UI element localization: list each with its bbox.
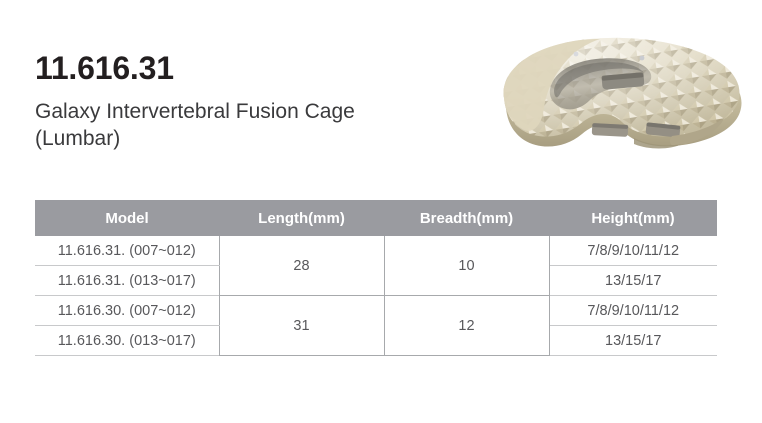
- cell-height: 13/15/17: [549, 265, 717, 296]
- cell-model: 11.616.31. (013~017): [35, 265, 220, 296]
- table-row: 11.616.30. (007~012) 31 12 7/8/9/10/11/1…: [35, 295, 717, 356]
- specification-table: Model Length(mm) Breadth(mm) Height(mm) …: [35, 200, 717, 356]
- table-row: 11.616.30. (013~017) 13/15/17: [35, 325, 717, 356]
- cell-model: 11.616.30. (007~012): [35, 295, 220, 326]
- product-image: [484, 12, 762, 198]
- cell-height: 13/15/17: [549, 325, 717, 356]
- product-title-block: 11.616.31 Galaxy Intervertebral Fusion C…: [35, 50, 475, 153]
- column-header-length: Length(mm): [219, 200, 384, 236]
- cell-model: 11.616.31. (007~012): [35, 236, 220, 266]
- cell-height: 7/8/9/10/11/12: [549, 236, 717, 266]
- table-header-row: Model Length(mm) Breadth(mm) Height(mm): [35, 200, 717, 236]
- cell-height: 7/8/9/10/11/12: [549, 295, 717, 326]
- column-header-model: Model: [35, 200, 219, 236]
- table-row: 11.616.31. (013~017) 13/15/17: [35, 265, 717, 296]
- product-code: 11.616.31: [35, 50, 174, 86]
- cell-length: 28: [219, 236, 385, 296]
- table-row: 11.616.31. (007~012) 28 10 7/8/9/10/11/1…: [35, 236, 717, 296]
- cell-length: 31: [219, 295, 385, 356]
- cell-breadth: 10: [384, 236, 550, 296]
- cell-breadth: 12: [384, 295, 550, 356]
- product-name: Galaxy Intervertebral Fusion Cage (Lumba…: [35, 99, 355, 151]
- column-header-height: Height(mm): [549, 200, 717, 236]
- column-header-breadth: Breadth(mm): [384, 200, 549, 236]
- fusion-cage-illustration: [503, 37, 742, 149]
- specification-table-wrapper: Model Length(mm) Breadth(mm) Height(mm) …: [35, 200, 717, 356]
- cell-model: 11.616.30. (013~017): [35, 325, 220, 356]
